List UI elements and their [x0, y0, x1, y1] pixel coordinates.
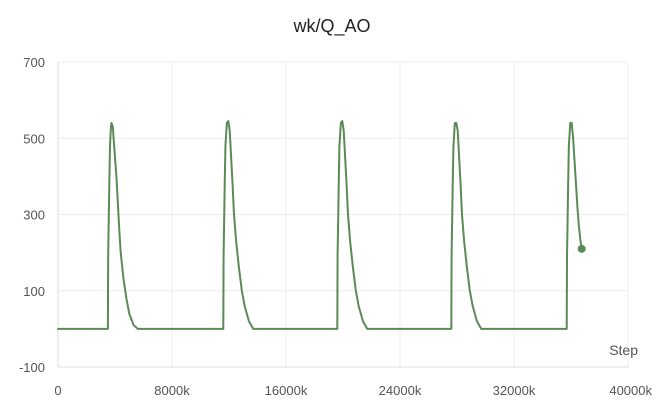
x-tick-label: 8000k — [154, 383, 190, 398]
series-layer — [57, 120, 586, 330]
x-axis-label: Step — [609, 342, 638, 358]
y-tick-label: 300 — [23, 208, 45, 223]
x-tick-label: 32000k — [493, 383, 536, 398]
y-tick-label: 100 — [23, 284, 45, 299]
x-tick-label: 0 — [54, 383, 61, 398]
x-tick-label: 24000k — [379, 383, 422, 398]
y-tick-label: 700 — [23, 55, 45, 70]
x-tick-label: 16000k — [265, 383, 308, 398]
gridlines — [58, 61, 629, 367]
x-tick-labels: 0 8000k 16000k 24000k 32000k 40000k — [54, 383, 652, 398]
chart-title: wk/Q_AO — [292, 16, 370, 37]
x-tick-label: 40000k — [609, 383, 652, 398]
y-tick-labels: -100 100 300 500 700 — [19, 55, 45, 375]
y-tick-label: -100 — [19, 360, 45, 375]
series-line — [57, 120, 583, 330]
last-point-marker — [577, 244, 586, 253]
y-tick-label: 500 — [23, 131, 45, 146]
axes — [57, 62, 628, 368]
